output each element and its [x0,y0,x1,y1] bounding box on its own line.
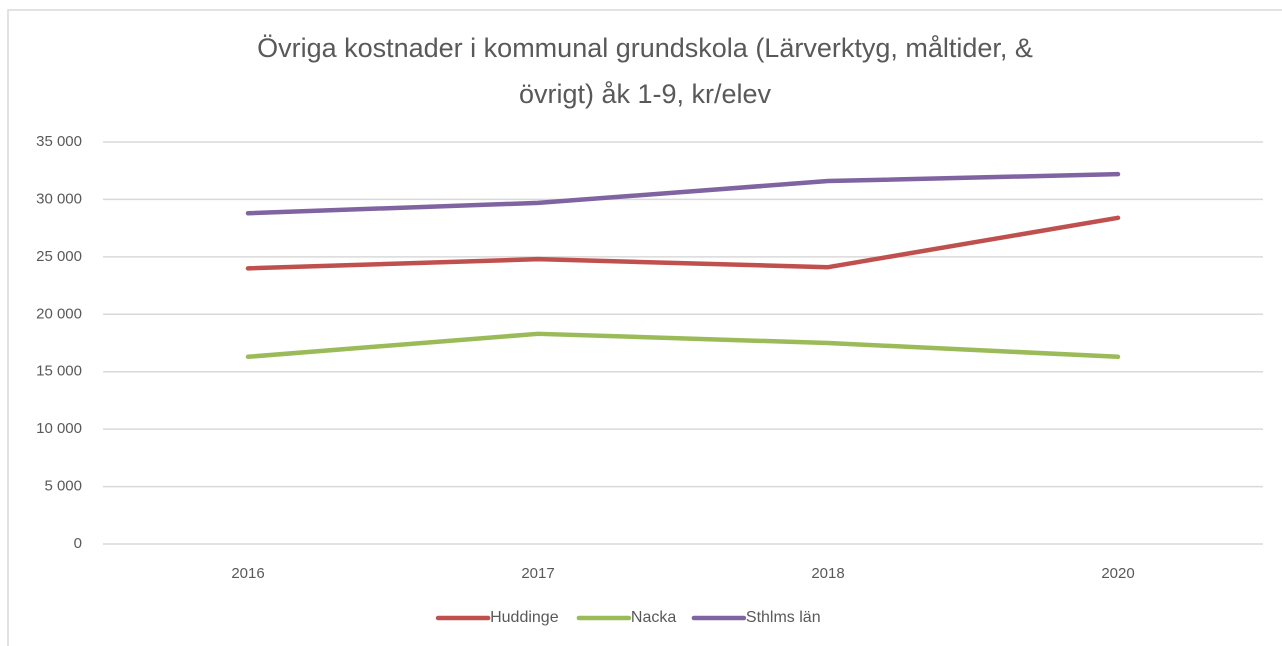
x-tick-label: 2020 [1101,565,1134,582]
line-series [245,215,1121,271]
y-tick-label: 15 000 [36,363,82,380]
x-tick-label: 2018 [811,565,844,582]
y-tick-label: 25 000 [36,248,82,265]
legend-label: Nacka [631,609,676,626]
legend-label: Sthlms län [746,609,821,626]
x-tick-label: 2017 [521,565,554,582]
y-tick-label: 10 000 [36,420,82,437]
y-tick-label: 0 [74,535,82,552]
chart-title: övrigt) åk 1-9, kr/elev [519,79,772,109]
line-series [245,331,1121,360]
x-tick-label: 2016 [231,565,264,582]
y-tick-label: 35 000 [36,133,82,150]
y-tick-label: 20 000 [36,305,82,322]
line-series [245,171,1121,216]
legend-label: Huddinge [490,609,559,626]
chart-title: Övriga kostnader i kommunal grundskola (… [257,33,1033,63]
chart-frame [7,9,1282,646]
y-tick-label: 5 000 [44,478,82,495]
y-tick-label: 30 000 [36,190,82,207]
